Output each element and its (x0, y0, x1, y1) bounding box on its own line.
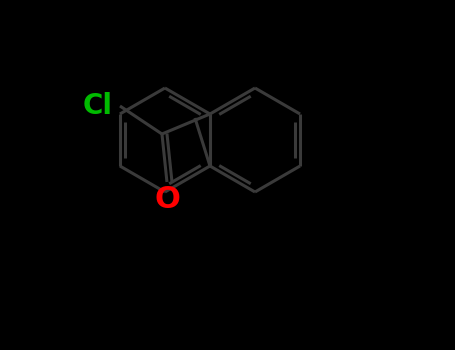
Text: O: O (154, 186, 180, 215)
Text: Cl: Cl (83, 92, 113, 120)
